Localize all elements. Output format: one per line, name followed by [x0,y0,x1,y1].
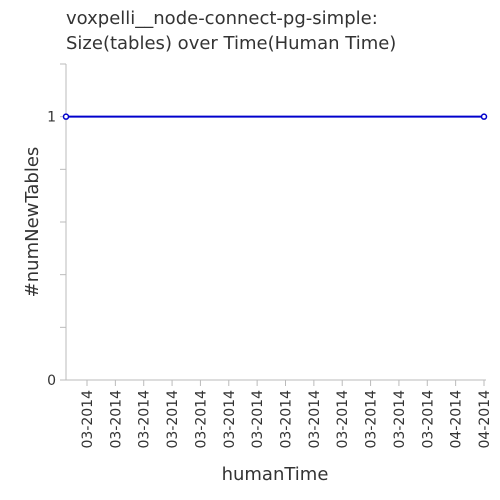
x-tick-label: 03-2014 [222,390,238,449]
y-tick-label: 1 [47,110,56,126]
x-tick-label: 03-2014 [80,390,96,449]
x-tick-label: 03-2014 [335,390,351,449]
x-tick-label: 03-2014 [137,390,153,449]
x-axis-label: humanTime [222,464,329,485]
x-tick-label: 03-2014 [392,390,408,449]
x-tick-label: 03-2014 [420,390,436,449]
x-tick-label: 03-2014 [307,390,323,449]
x-tick-label: 03-2014 [364,390,380,449]
x-tick-label: 03-2014 [108,390,124,449]
y-tick-label: 0 [47,373,56,389]
x-tick-label: 04-2014 [477,390,493,449]
data-point [62,113,70,120]
chart-title-line-1: voxpelli__node-connect-pg-simple: [66,8,378,29]
x-tick-label: 03-2014 [250,390,266,449]
x-tick-label: 03-2014 [165,390,181,449]
y-axis-label: #numNewTables [22,147,43,298]
chart-title-line-2: Size(tables) over Time(Human Time) [66,33,397,54]
x-tick-label: 04-2014 [449,390,465,449]
data-point [480,113,488,120]
x-tick-label: 03-2014 [193,390,209,449]
x-tick-label: 03-2014 [279,390,295,449]
